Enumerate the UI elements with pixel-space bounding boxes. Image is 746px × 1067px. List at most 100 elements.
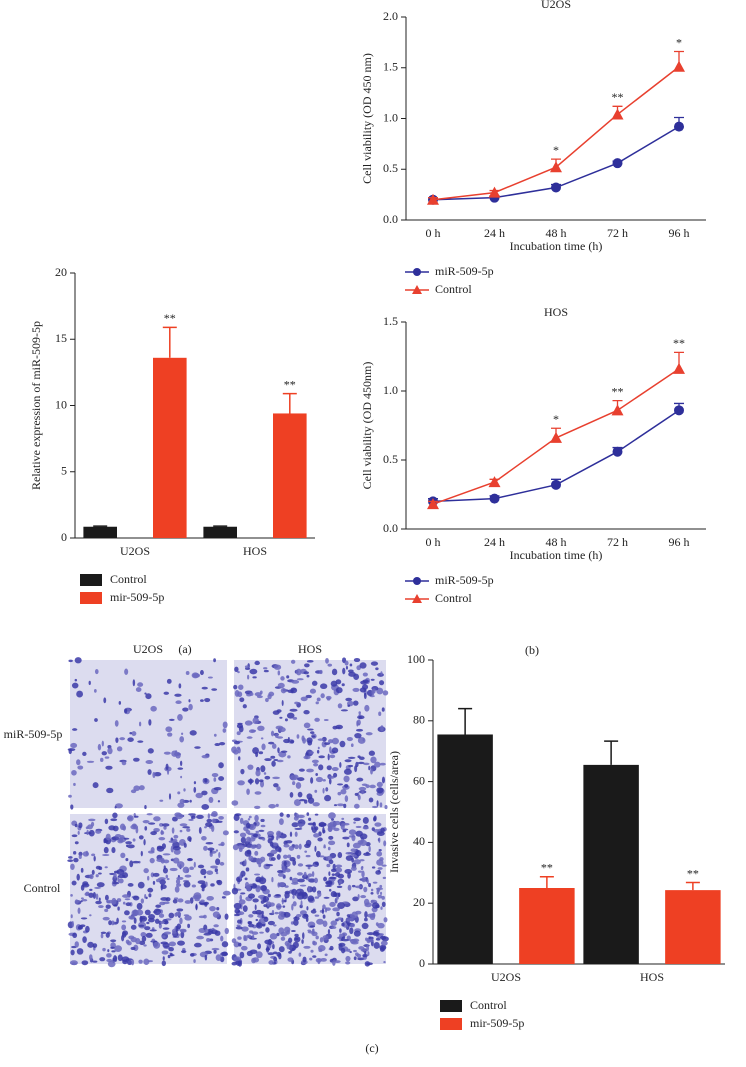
stained-cell — [286, 929, 290, 935]
legend-marker — [412, 594, 422, 603]
stained-cell — [177, 802, 185, 808]
stained-cell — [86, 829, 89, 836]
stained-cell — [222, 830, 229, 836]
stained-cell — [295, 668, 302, 676]
stained-cell — [189, 799, 192, 803]
legend-label: Control — [435, 591, 472, 605]
stained-cell — [327, 753, 330, 761]
stained-cell — [124, 898, 131, 901]
stained-cell — [231, 800, 239, 806]
stained-cell — [143, 868, 149, 874]
stained-cell — [337, 726, 340, 729]
stained-cell — [337, 917, 343, 921]
stained-cell — [129, 732, 133, 735]
stained-cell — [299, 884, 307, 887]
stained-cell — [296, 872, 303, 876]
stained-cell — [377, 922, 385, 929]
stained-cell — [283, 861, 287, 866]
stained-cell — [271, 760, 276, 767]
stained-cell — [292, 901, 297, 907]
stained-cell — [249, 930, 254, 934]
stained-cell — [116, 869, 125, 875]
stained-cell — [161, 950, 169, 955]
stained-cell — [98, 866, 103, 871]
stained-cell — [305, 839, 312, 847]
stained-cell — [326, 697, 331, 701]
stained-cell — [153, 908, 161, 916]
stained-cell — [172, 899, 178, 904]
stained-cell — [145, 932, 153, 938]
stained-cell — [156, 858, 164, 863]
stained-cell — [301, 939, 304, 944]
stained-cell — [286, 712, 295, 719]
stained-cell — [255, 769, 261, 777]
stained-cell — [162, 956, 165, 961]
stained-cell — [312, 802, 320, 807]
stained-cell — [205, 841, 214, 845]
stained-cell — [173, 849, 181, 855]
stained-cell — [78, 822, 83, 829]
stained-cell — [100, 931, 107, 935]
stained-cell — [93, 855, 96, 862]
stained-cell — [85, 925, 90, 933]
stained-cell — [247, 674, 250, 680]
stained-cell — [98, 905, 104, 908]
stained-cell — [254, 873, 261, 876]
stained-cell — [204, 826, 207, 829]
stained-cell — [133, 757, 140, 762]
stained-cell — [71, 880, 77, 886]
stained-cell — [288, 951, 292, 954]
stained-cell — [368, 750, 376, 756]
stained-cell — [92, 960, 98, 963]
stained-cell — [354, 885, 363, 889]
stained-cell — [142, 819, 150, 824]
stained-cell — [298, 768, 305, 772]
stained-cell — [200, 699, 204, 702]
stained-cell — [178, 683, 182, 689]
stained-cell — [363, 762, 370, 766]
significance-label: ** — [612, 384, 624, 398]
stained-cell — [355, 952, 359, 957]
stained-cell — [124, 910, 130, 916]
stained-cell — [193, 959, 196, 963]
chart: 0.0 0.5 1.0 1.5 2.0 Cell viability (OD 450 nm… — [360, 0, 706, 296]
stained-cell — [357, 894, 360, 900]
stained-cell — [291, 903, 294, 911]
stained-cell — [126, 960, 133, 966]
stained-cell — [144, 826, 148, 831]
stained-cell — [309, 751, 314, 755]
stained-cell — [114, 805, 117, 809]
stained-cell — [343, 803, 347, 809]
stained-cell — [375, 870, 382, 875]
stained-cell — [198, 915, 205, 919]
stained-cell — [312, 941, 318, 946]
stained-cell — [85, 826, 89, 830]
stained-cell — [255, 922, 263, 929]
stained-cell — [81, 899, 88, 902]
stained-cell — [381, 895, 385, 900]
stained-cell — [158, 913, 165, 918]
stained-cell — [215, 849, 219, 852]
stained-cell — [187, 858, 193, 862]
stained-cell — [374, 822, 382, 827]
stained-cell — [259, 917, 264, 924]
stained-cell — [355, 825, 362, 829]
stained-cell — [179, 917, 183, 925]
stained-cell — [277, 870, 284, 874]
stained-cell — [138, 785, 145, 791]
stained-cell — [369, 938, 374, 943]
stained-cell — [112, 825, 119, 832]
stained-cell — [158, 836, 166, 841]
stained-cell — [256, 695, 263, 699]
stained-cell — [148, 719, 152, 726]
stained-cell — [143, 839, 146, 846]
stained-cell — [222, 890, 231, 896]
stained-cell — [261, 914, 264, 919]
stained-cell — [104, 756, 110, 759]
stained-cell — [322, 935, 329, 941]
stained-cell — [357, 737, 366, 744]
stained-cell — [237, 722, 243, 725]
y-tick-label: 0 — [61, 530, 67, 544]
stained-cell — [152, 771, 156, 778]
